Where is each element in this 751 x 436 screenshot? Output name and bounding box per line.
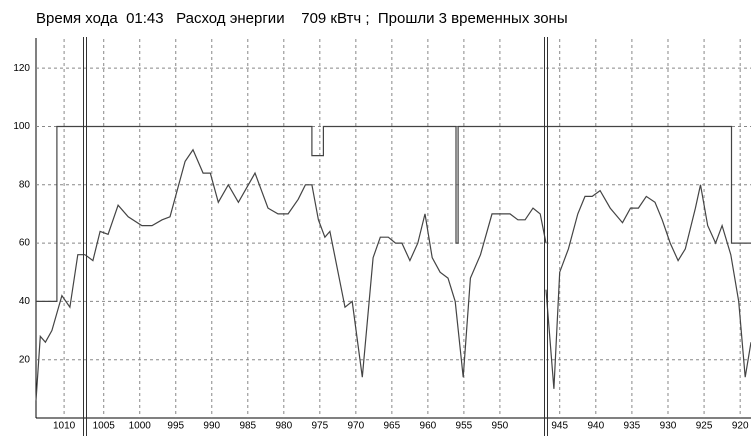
x-tick-label: 925 — [696, 421, 713, 432]
y-tick-label: 40 — [19, 296, 31, 307]
x-tick-label: 965 — [384, 421, 401, 432]
x-tick-label: 945 — [551, 421, 568, 432]
y-tick-label: 100 — [13, 121, 30, 132]
x-tick-label: 955 — [456, 421, 473, 432]
y-tick-label: 120 — [13, 63, 30, 74]
speed-line — [84, 148, 547, 378]
y-tick-label: 20 — [19, 354, 31, 365]
x-tick-label: 960 — [420, 421, 437, 432]
x-tick-label: 930 — [660, 421, 677, 432]
speed-line — [35, 254, 85, 401]
x-tick-label: 920 — [732, 421, 749, 432]
x-tick-label: 1005 — [93, 421, 116, 432]
speed-limit-line — [546, 125, 751, 244]
speed-limit-line — [36, 125, 85, 302]
x-tick-label: 985 — [239, 421, 256, 432]
x-tick-label: 970 — [347, 421, 364, 432]
y-tick-label: 60 — [19, 238, 31, 249]
speed-line — [545, 184, 751, 389]
y-tick-label: 80 — [19, 179, 31, 190]
x-tick-label: 1010 — [53, 421, 76, 432]
x-tick-label: 935 — [624, 421, 641, 432]
x-tick-label: 940 — [587, 421, 604, 432]
x-tick-label: 995 — [167, 421, 184, 432]
x-tick-label: 950 — [492, 421, 509, 432]
x-tick-label: 980 — [275, 421, 292, 432]
x-tick-label: 990 — [203, 421, 220, 432]
x-tick-label: 1000 — [129, 421, 152, 432]
x-tick-label: 975 — [311, 421, 328, 432]
speed-limit-line — [85, 125, 546, 244]
chart-title: Время хода 01:43 Расход энергии 709 кВтч… — [36, 10, 568, 27]
